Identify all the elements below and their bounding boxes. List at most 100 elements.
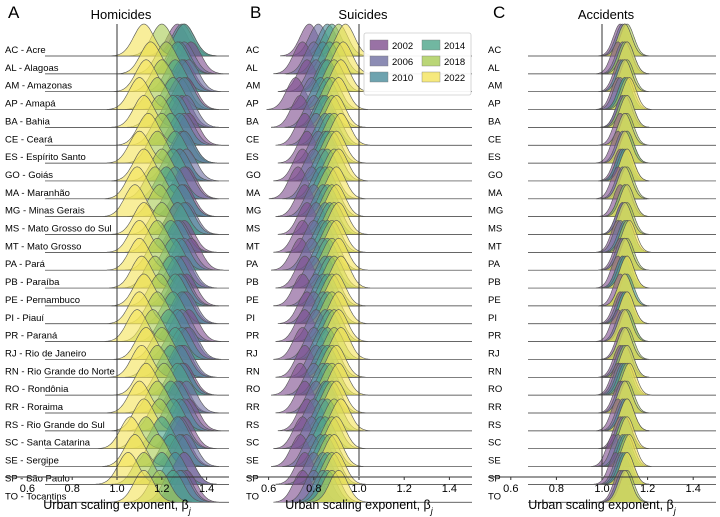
- row-label: SC - Santa Catarina: [5, 438, 91, 449]
- row-label: RR: [246, 402, 260, 413]
- x-tick-label: 1.2: [154, 483, 169, 495]
- x-axis-label: Urban scaling exponent, βj: [43, 498, 191, 516]
- row-label: PI - Piauí: [5, 313, 44, 324]
- panel-a: A Homicides AC - Acre AL - Alagoas AM - Amaz…: [5, 3, 229, 516]
- x-axis-label-subscript: j: [188, 506, 192, 516]
- legend-label-2010: 2010: [392, 73, 413, 84]
- chart-title: Suicides: [338, 7, 388, 22]
- ridge-row: RJ: [488, 327, 716, 360]
- panel-b: B Suicides AC AL AM AP BA CE ES GO MA MG MS MT PA PB PE P…: [246, 3, 472, 516]
- row-label: RJ - Rio de Janeiro: [5, 348, 86, 359]
- row-label: PI: [488, 313, 497, 324]
- row-label: PA: [488, 259, 501, 270]
- ridge-row: MG: [488, 184, 716, 217]
- row-label: CE - Ceará: [5, 134, 53, 145]
- x-tick-label: 1.4: [686, 483, 701, 495]
- ridge-2022: [602, 327, 647, 360]
- ridge-2022: [602, 309, 647, 342]
- legend-box: [363, 32, 472, 96]
- x-tick-label: 0.6: [261, 483, 276, 495]
- ridge-row: TO: [488, 469, 716, 503]
- row-label: RJ: [246, 348, 258, 359]
- row-label: GO: [246, 170, 261, 181]
- row-label: SP - São Paulo: [5, 473, 70, 484]
- x-tick-label: 0.8: [549, 483, 564, 495]
- row-label: AC: [246, 45, 259, 56]
- row-label: SP: [246, 473, 259, 484]
- legend-label-2018: 2018: [444, 57, 465, 68]
- row-label: AC - Acre: [5, 45, 46, 56]
- row-label: PA: [246, 259, 259, 270]
- row-label: RN: [488, 366, 502, 377]
- row-label: MS - Mato Grosso do Sul: [5, 224, 112, 235]
- row-label: MG - Minas Gerais: [5, 206, 85, 217]
- legend-swatch-2010: [369, 71, 389, 83]
- ridge-row: TO: [246, 469, 472, 503]
- legend-label-2006: 2006: [392, 57, 413, 68]
- x-tick-label: 1.0: [594, 483, 609, 495]
- row-label: AM - Amazonas: [5, 81, 72, 92]
- x-axis-label-subscript: j: [673, 506, 677, 516]
- row-label: GO: [488, 170, 503, 181]
- row-label: RS - Rio Grande do Sul: [5, 420, 105, 431]
- row-label: RS: [246, 420, 259, 431]
- ridges: AC AL AM AP BA CE ES GO MA MG MS MT PA PB PE PI PR RJ RN RO…: [488, 23, 716, 503]
- x-tick-label: 1.4: [442, 483, 457, 495]
- row-label: BA - Bahia: [5, 116, 51, 127]
- panel-label: C: [493, 3, 505, 22]
- ridges: AC - Acre AL - Alagoas AM - Amazonas AP - A…: [5, 23, 229, 503]
- row-label: ES: [246, 152, 259, 163]
- x-tick-label: 0.6: [503, 483, 518, 495]
- row-label: PE: [488, 295, 501, 306]
- row-label: SE: [246, 456, 259, 467]
- row-label: MS: [246, 224, 260, 235]
- x-tick-label: 1.0: [351, 483, 366, 495]
- chart-title: Accidents: [578, 7, 635, 22]
- row-label: AP: [246, 99, 259, 110]
- row-label: BA: [488, 116, 501, 127]
- row-label: AL - Alagoas: [5, 63, 59, 74]
- row-label: PE - Pernambuco: [5, 295, 80, 306]
- row-label: TO: [246, 491, 259, 502]
- row-label: ES: [488, 152, 501, 163]
- ridges: AC AL AM AP BA CE ES GO MA MG MS MT PA PB PE PI PR RJ RN RO…: [246, 23, 472, 503]
- x-axis-label: Urban scaling exponent, βj: [528, 498, 676, 516]
- legend-swatch-2002: [369, 39, 389, 51]
- row-label: AL: [488, 63, 500, 74]
- panel-label: B: [250, 3, 261, 22]
- legend-swatch-2014: [421, 39, 441, 51]
- row-label: CE: [246, 134, 259, 145]
- legend-label-2022: 2022: [444, 73, 465, 84]
- row-label: MA: [488, 188, 503, 199]
- row-label: RR: [488, 402, 502, 413]
- ridge-row: TO - Tocantins: [5, 469, 229, 503]
- legend: 2002 2006 2010 2014 2018 2022: [363, 32, 472, 96]
- x-tick-label: 0.6: [20, 483, 35, 495]
- panel-c: C Accidents AC AL AM AP BA CE ES GO MA MG MS MT PA PB PE…: [488, 3, 716, 516]
- row-label: MS: [488, 224, 502, 235]
- legend-swatch-2018: [421, 55, 441, 67]
- chart-title: Homicides: [91, 7, 152, 22]
- row-label: SP: [488, 473, 501, 484]
- row-label: PE: [246, 295, 259, 306]
- row-label: GO - Goiás: [5, 170, 53, 181]
- row-label: PR - Paraná: [5, 331, 58, 342]
- x-axis-label-main: Urban scaling exponent, β: [528, 498, 673, 512]
- x-axis-label-main: Urban scaling exponent, β: [285, 498, 430, 512]
- ridge-2022: [309, 469, 368, 503]
- row-label: SE: [488, 456, 501, 467]
- row-label: SC: [246, 438, 259, 449]
- row-label: MA: [246, 188, 261, 199]
- row-label: MT - Mato Grosso: [5, 241, 81, 252]
- ridge-2022: [111, 469, 177, 503]
- row-label: CE: [488, 134, 501, 145]
- row-label: RO: [246, 384, 260, 395]
- legend-swatch-2022: [421, 71, 441, 83]
- row-label: RR - Roraima: [5, 402, 64, 413]
- x-tick-label: 1.2: [397, 483, 412, 495]
- ridge-2022: [602, 166, 647, 200]
- row-label: RN - Rio Grande do Norte: [5, 366, 115, 377]
- row-label: PR: [488, 331, 501, 342]
- ridge-2022: [602, 469, 647, 503]
